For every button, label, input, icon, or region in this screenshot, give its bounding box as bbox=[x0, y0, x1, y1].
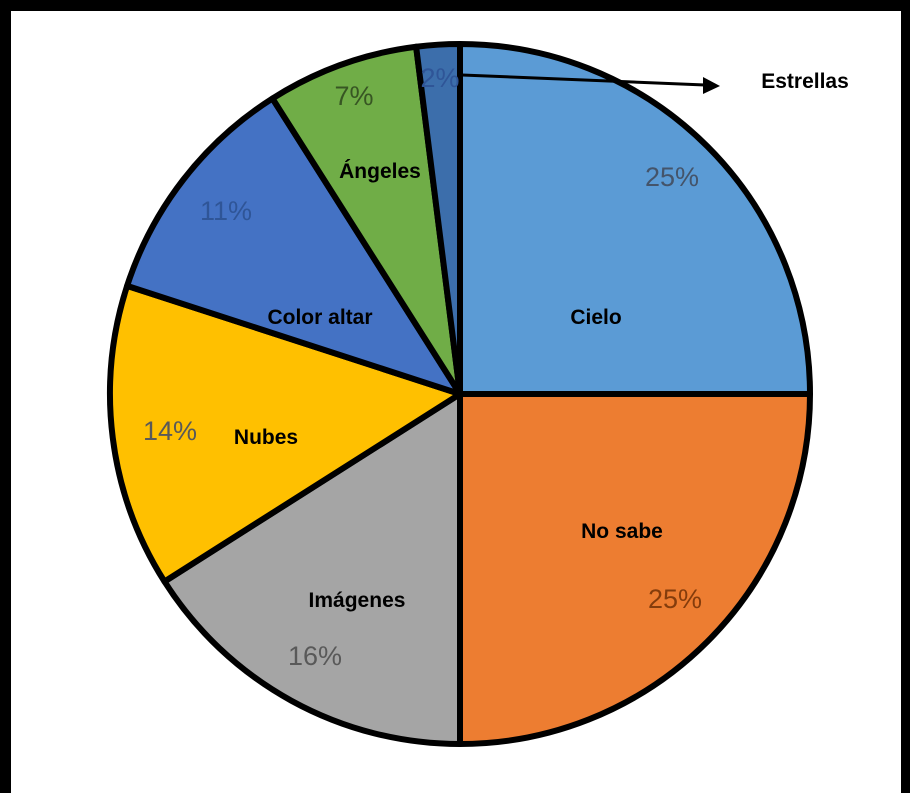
slice-category-label-4: Nubes bbox=[234, 426, 298, 449]
pie-slice-2 bbox=[457, 391, 813, 747]
slice-category-label-5: Color altar bbox=[267, 306, 372, 329]
slice-value-label-3: 16% bbox=[288, 641, 342, 671]
slice-value-label-5: 11% bbox=[200, 196, 252, 226]
pie-slice-3 bbox=[161, 391, 463, 747]
slice-value-label-7: 2% bbox=[420, 63, 459, 93]
slice-value-label-2: 25% bbox=[648, 584, 702, 614]
slice-category-label-7: Estrellas bbox=[761, 70, 849, 93]
pie-slice-5 bbox=[124, 95, 463, 397]
slice-value-label-1: 25% bbox=[645, 162, 699, 192]
slice-category-label-6: Ángeles bbox=[339, 160, 421, 183]
slice-category-label-2: No sabe bbox=[581, 520, 663, 543]
pie-slice-4 bbox=[107, 282, 463, 585]
slice-value-label-4: 14% bbox=[143, 416, 197, 446]
slice-category-label-1: Cielo bbox=[570, 306, 621, 329]
pie-slice-1 bbox=[457, 41, 813, 397]
estrellas-arrowhead bbox=[703, 77, 720, 94]
estrellas-leader-line bbox=[461, 73, 706, 87]
slice-value-label-6: 7% bbox=[334, 81, 373, 111]
pie-slice-7 bbox=[413, 41, 463, 397]
pie-slice-6 bbox=[269, 43, 463, 397]
slice-category-label-3: Imágenes bbox=[309, 589, 406, 612]
